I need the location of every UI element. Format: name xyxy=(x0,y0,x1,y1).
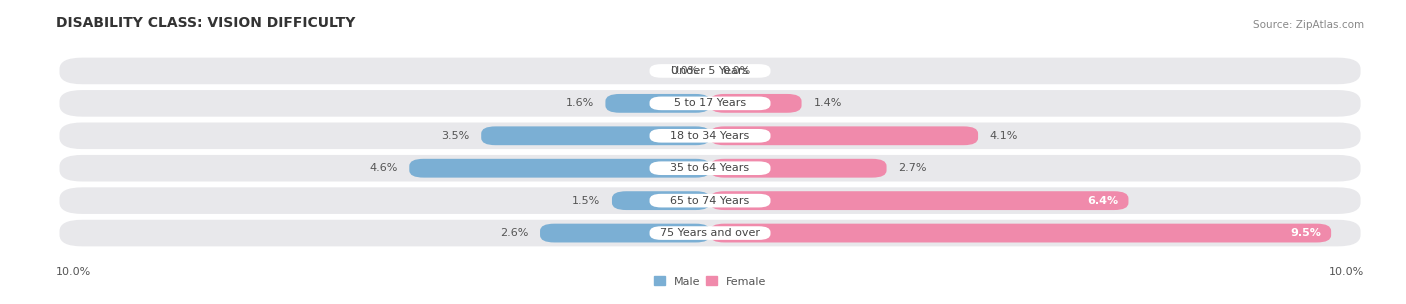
Text: 6.4%: 6.4% xyxy=(1087,196,1119,206)
FancyBboxPatch shape xyxy=(606,94,710,113)
Text: 2.7%: 2.7% xyxy=(898,163,927,173)
Text: 4.1%: 4.1% xyxy=(990,131,1018,141)
Text: 10.0%: 10.0% xyxy=(1329,267,1364,277)
Text: Source: ZipAtlas.com: Source: ZipAtlas.com xyxy=(1253,20,1364,30)
Text: 2.6%: 2.6% xyxy=(501,228,529,238)
FancyBboxPatch shape xyxy=(710,126,979,145)
Text: 9.5%: 9.5% xyxy=(1291,228,1322,238)
Text: 1.6%: 1.6% xyxy=(565,98,593,108)
FancyBboxPatch shape xyxy=(650,97,770,110)
Text: 65 to 74 Years: 65 to 74 Years xyxy=(671,196,749,206)
FancyBboxPatch shape xyxy=(59,123,1361,149)
FancyBboxPatch shape xyxy=(409,159,710,178)
Legend: Male, Female: Male, Female xyxy=(654,276,766,287)
Text: 5 to 17 Years: 5 to 17 Years xyxy=(673,98,747,108)
FancyBboxPatch shape xyxy=(481,126,710,145)
Text: 0.0%: 0.0% xyxy=(721,66,749,76)
FancyBboxPatch shape xyxy=(710,159,887,178)
Text: DISABILITY CLASS: VISION DIFFICULTY: DISABILITY CLASS: VISION DIFFICULTY xyxy=(56,16,356,30)
Text: 0.0%: 0.0% xyxy=(671,66,699,76)
FancyBboxPatch shape xyxy=(710,224,1331,243)
FancyBboxPatch shape xyxy=(650,129,770,143)
Text: 4.6%: 4.6% xyxy=(370,163,398,173)
FancyBboxPatch shape xyxy=(650,161,770,175)
FancyBboxPatch shape xyxy=(59,220,1361,246)
FancyBboxPatch shape xyxy=(540,224,710,243)
Text: 35 to 64 Years: 35 to 64 Years xyxy=(671,163,749,173)
Text: 75 Years and over: 75 Years and over xyxy=(659,228,761,238)
FancyBboxPatch shape xyxy=(59,90,1361,117)
FancyBboxPatch shape xyxy=(59,187,1361,214)
Text: 10.0%: 10.0% xyxy=(56,267,91,277)
Text: 1.5%: 1.5% xyxy=(572,196,600,206)
Text: 3.5%: 3.5% xyxy=(441,131,470,141)
Text: Under 5 Years: Under 5 Years xyxy=(672,66,748,76)
FancyBboxPatch shape xyxy=(710,94,801,113)
FancyBboxPatch shape xyxy=(650,194,770,207)
FancyBboxPatch shape xyxy=(612,191,710,210)
FancyBboxPatch shape xyxy=(710,191,1129,210)
Text: 18 to 34 Years: 18 to 34 Years xyxy=(671,131,749,141)
Text: 1.4%: 1.4% xyxy=(813,98,842,108)
FancyBboxPatch shape xyxy=(650,64,770,78)
FancyBboxPatch shape xyxy=(59,155,1361,181)
FancyBboxPatch shape xyxy=(650,226,770,240)
FancyBboxPatch shape xyxy=(59,58,1361,84)
